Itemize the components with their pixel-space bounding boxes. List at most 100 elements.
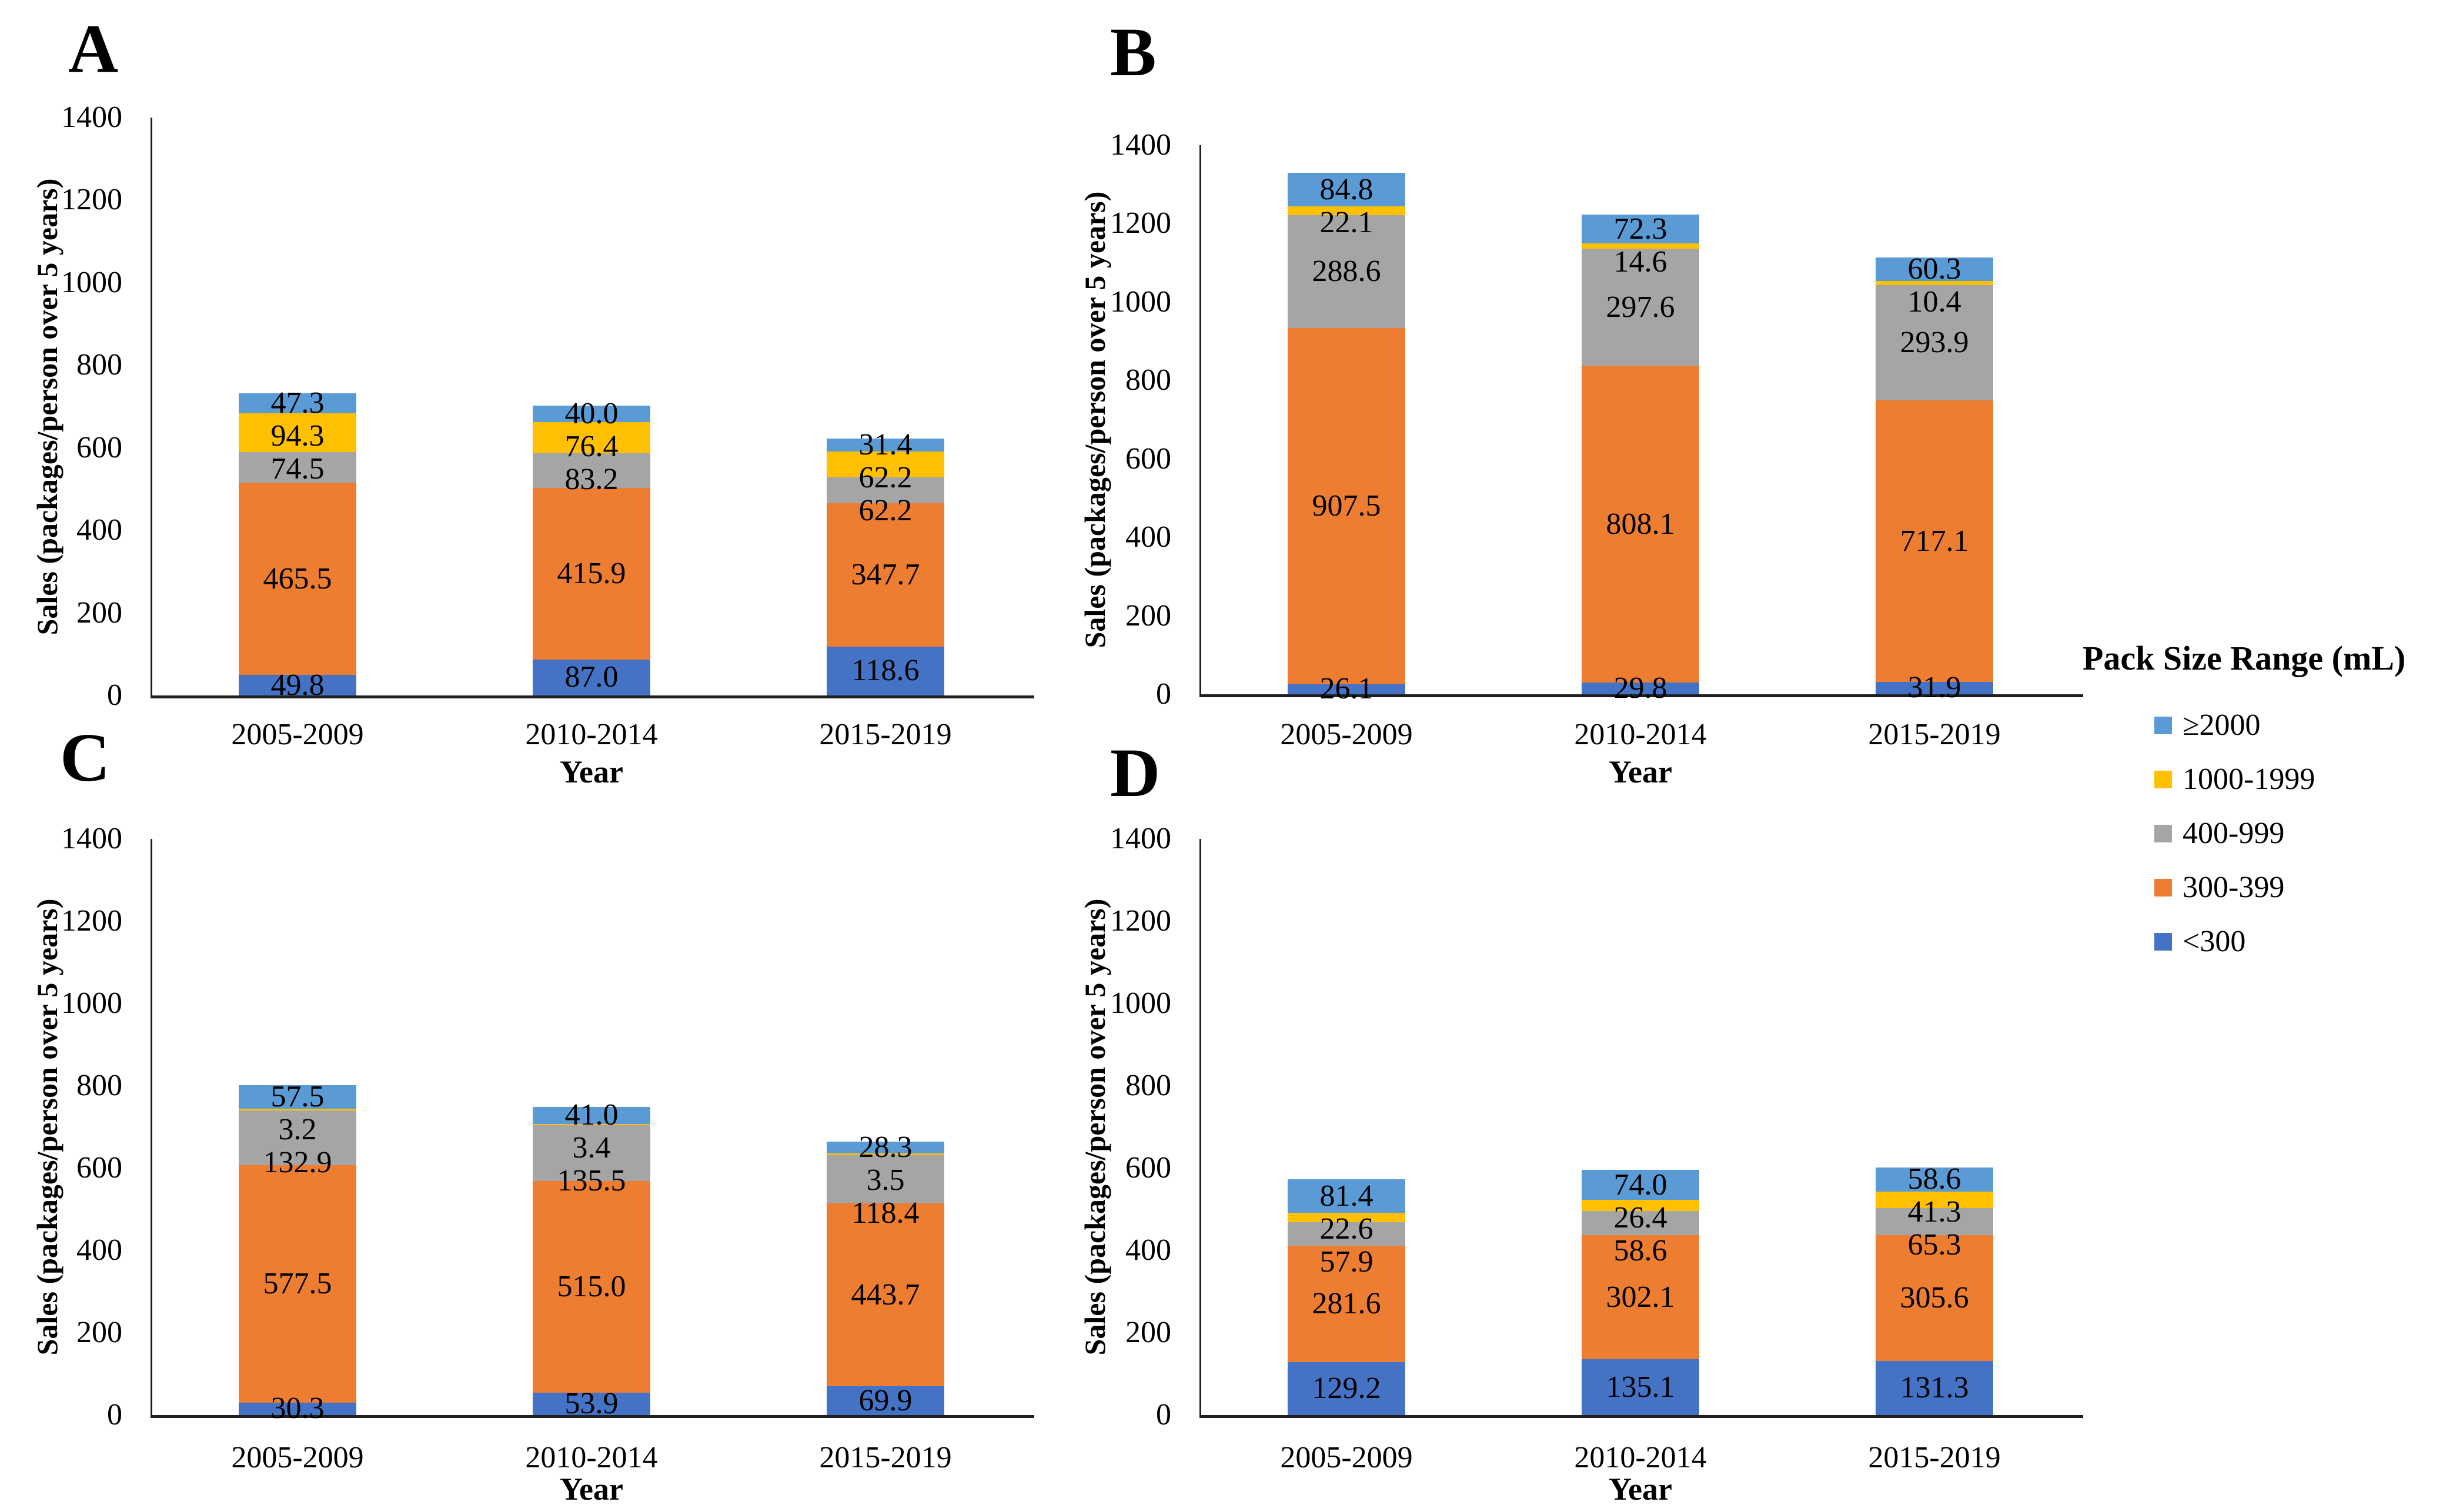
value-label: 515.0	[557, 1270, 626, 1304]
value-label: 14.6	[1613, 245, 1667, 279]
bar-segment-1000-1999	[827, 451, 944, 477]
bar-segment-300-399	[533, 1180, 650, 1393]
value-label: 57.5	[270, 1080, 325, 1114]
bar-segment-400-999	[827, 1155, 944, 1204]
bar-segment-400-999	[1288, 215, 1405, 329]
legend-item-label: 400-999	[2183, 817, 2285, 850]
bar-segment-≥2000	[239, 1085, 356, 1109]
bar-segment-1000-1999	[1876, 1191, 1993, 1209]
x-axis-title: Year	[1609, 754, 1672, 790]
bar-segment-<300	[533, 659, 650, 695]
y-tick-label: 400	[76, 513, 122, 547]
bar-segment-400-999	[1876, 1208, 1993, 1236]
value-label: 907.5	[1312, 489, 1381, 523]
value-label: 31.9	[1907, 671, 1961, 705]
bar-segment-300-399	[1582, 1235, 1699, 1360]
bar-segment-1000-1999	[827, 1153, 944, 1155]
value-label: 62.2	[858, 494, 913, 528]
y-tick-label: 0	[1156, 677, 1171, 711]
bar-segment-400-999	[1582, 249, 1699, 366]
value-label: 58.6	[1907, 1162, 1961, 1196]
value-label: 29.8	[1613, 671, 1667, 705]
x-axis-title: Year	[560, 1471, 623, 1507]
y-tick-label: 0	[107, 1398, 122, 1431]
value-label: 118.4	[851, 1196, 920, 1230]
legend-item-label: 1000-1999	[2183, 762, 2315, 796]
x-tick-label: 2010-2014	[525, 1441, 658, 1474]
value-label: 135.1	[1606, 1370, 1675, 1404]
y-tick-label: 200	[1125, 598, 1171, 633]
bar-segment-400-999	[827, 477, 944, 503]
bar-segment-400-999	[1876, 285, 1993, 401]
x-tick-label: 2005-2009	[1280, 718, 1413, 751]
value-label: 65.3	[1907, 1228, 1961, 1262]
y-tick-label: 1400	[1110, 822, 1171, 855]
plot-area	[151, 118, 1034, 698]
y-tick-label: 400	[1125, 1233, 1171, 1267]
value-label: 717.1	[1900, 524, 1969, 558]
value-label: 305.6	[1900, 1281, 1969, 1315]
value-label: 53.9	[564, 1387, 619, 1421]
bar-segment-≥2000	[1582, 1169, 1699, 1200]
legend-swatch-icon	[2154, 933, 2172, 951]
bar-segment-<300	[239, 675, 356, 695]
bar-segment-300-399	[533, 487, 650, 660]
y-axis-title: Sales (packages/person over 5 years)	[1078, 191, 1111, 648]
panel-letter: B	[1110, 14, 1157, 91]
bar-segment-300-399	[827, 1203, 944, 1387]
value-label: 72.3	[1613, 212, 1667, 246]
value-label: 415.9	[557, 556, 626, 590]
bar-segment-400-999	[239, 451, 356, 483]
bar-segment-400-999	[1288, 1222, 1405, 1246]
legend-title: Pack Size Range (mL)	[2083, 639, 2406, 677]
y-tick-label: 600	[1125, 441, 1171, 476]
legend-item-label: <300	[2183, 925, 2246, 958]
x-tick-label: 2005-2009	[1280, 1441, 1413, 1474]
bar-segment-<300	[1876, 681, 1993, 694]
value-label: 26.4	[1613, 1200, 1667, 1235]
value-label: 40.0	[564, 396, 619, 430]
y-tick-label: 1000	[1110, 285, 1171, 319]
bar-segment-300-399	[1288, 328, 1405, 684]
bar-segment-<300	[1288, 1362, 1405, 1415]
bar-segment-1000-1999	[239, 413, 356, 452]
y-tick-label: 200	[1125, 1316, 1171, 1349]
y-tick-label: 800	[76, 1069, 122, 1102]
plot-area	[151, 839, 1034, 1418]
x-tick-label: 2010-2014	[1574, 718, 1707, 751]
value-label: 76.4	[564, 429, 619, 463]
y-tick-label: 600	[1125, 1151, 1171, 1185]
legend-swatch-icon	[2154, 771, 2172, 788]
bar-segment-<300	[827, 1386, 944, 1415]
bar-segment-1000-1999	[1582, 1200, 1699, 1211]
bar-segment-300-399	[239, 1165, 356, 1403]
legend-swatch-icon	[2154, 879, 2172, 897]
value-label: 22.1	[1319, 205, 1373, 239]
value-label: 58.6	[1613, 1233, 1667, 1267]
value-label: 118.6	[851, 654, 920, 688]
value-label: 3.5	[866, 1163, 905, 1197]
bar-segment-300-399	[239, 483, 356, 675]
y-tick-label: 400	[1125, 520, 1171, 554]
x-tick-label: 2015-2019	[819, 718, 952, 751]
bar-segment-<300	[1876, 1361, 1993, 1415]
x-tick-label: 2010-2014	[1574, 1441, 1707, 1474]
bar-segment-300-399	[827, 503, 944, 647]
bar-segment-400-999	[533, 1125, 650, 1181]
x-axis-title: Year	[1609, 1471, 1672, 1507]
bar-segment-≥2000	[239, 393, 356, 413]
legend-swatch-icon	[2154, 717, 2172, 734]
value-label: 577.5	[263, 1266, 332, 1300]
legend-item: 1000-1999	[2154, 763, 2315, 796]
value-label: 62.2	[858, 461, 913, 495]
value-label: 83.2	[564, 462, 619, 496]
y-tick-label: 800	[76, 348, 122, 382]
bar-segment-300-399	[1876, 1235, 1993, 1362]
y-tick-label: 1400	[61, 101, 122, 134]
bar-segment-1000-1999	[1876, 281, 1993, 286]
bar-segment-300-399	[1582, 366, 1699, 683]
bar-segment-≥2000	[1582, 215, 1699, 243]
bar-segment-<300	[1288, 684, 1405, 694]
value-label: 347.7	[851, 557, 920, 591]
